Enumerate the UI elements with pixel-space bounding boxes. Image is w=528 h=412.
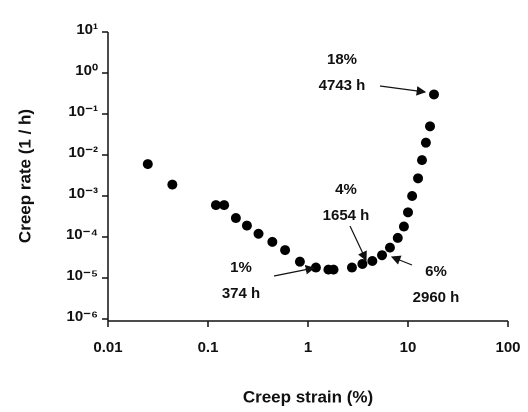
y-tick-label: 10⁰ [75,62,98,79]
x-tick-label: 1 [304,339,312,356]
point [429,89,440,100]
point [310,262,321,273]
x-tick-label: 100 [495,339,520,356]
point [403,207,413,218]
annotation: 6% [425,263,447,280]
annotation-arrow [379,85,427,96]
annotation-arrow [349,225,367,262]
annotation: 4% [335,181,357,198]
y-tick-label: 10⁻⁵ [66,267,98,284]
point [142,159,153,170]
point [357,258,368,269]
point [210,200,221,211]
y-tick-label: 10¹ [76,21,98,38]
y-tick-label: 10⁻³ [68,185,98,202]
point [413,173,424,184]
point [346,262,357,273]
y-axis-label: Creep rate (1 / h) [15,109,34,243]
point [420,137,431,148]
annotation: 18% [327,51,357,68]
point [280,245,291,256]
x-tick-label: 0.01 [93,339,122,356]
annotation-arrow [273,264,316,277]
x-tick-label: 10 [400,339,417,356]
y-tick-label: 10⁻⁶ [66,308,98,325]
point [384,242,395,253]
x-axis-label: Creep strain (%) [243,387,373,406]
point [328,264,339,275]
annotation: 4743 h [319,77,366,94]
point [267,236,278,247]
annotation-arrow [390,255,413,266]
point [367,255,378,266]
annotation: 374 h [222,285,260,302]
y-tick-label: 10⁻¹ [68,103,98,120]
point [392,232,403,243]
point [416,155,427,166]
point [241,220,252,231]
point [398,221,409,232]
point [219,200,230,211]
x-tick-label: 0.1 [198,339,219,356]
y-tick-label: 10⁻⁴ [66,226,98,243]
y-tick-label: 10⁻² [68,144,98,161]
point [377,250,388,261]
point [407,191,418,201]
point [253,228,264,239]
point [230,213,241,224]
point [425,121,436,132]
annotation: 1654 h [323,207,370,224]
annotation: 1% [230,259,252,276]
annotation: 2960 h [413,289,460,306]
point [294,256,305,267]
point [167,179,178,190]
